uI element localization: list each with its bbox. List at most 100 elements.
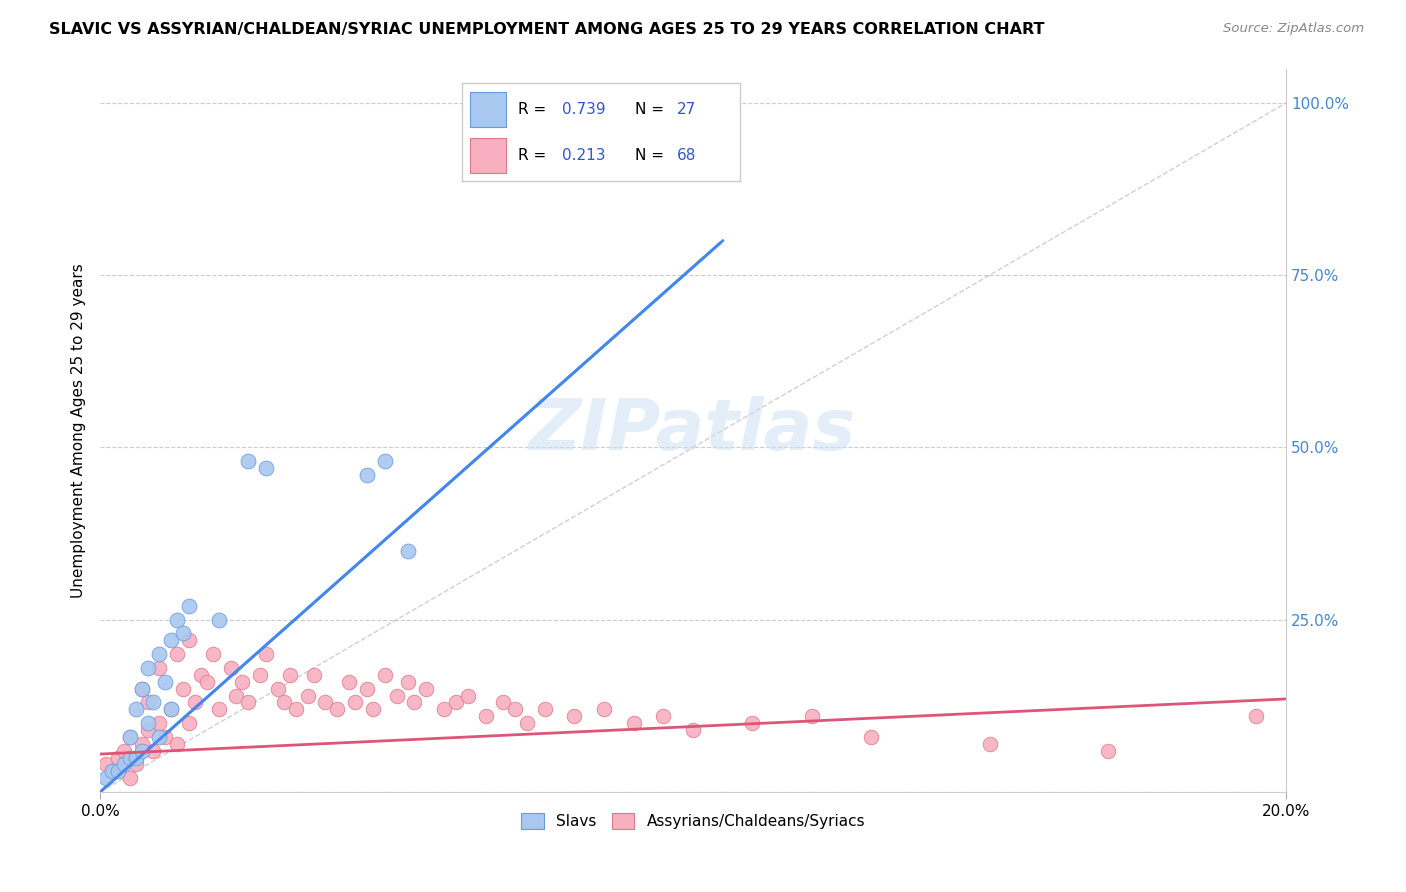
Point	[118, 750, 141, 764]
Point	[219, 661, 242, 675]
Point	[741, 716, 763, 731]
Point	[593, 702, 616, 716]
Point	[160, 702, 183, 716]
Point	[238, 454, 260, 468]
Point	[238, 695, 260, 709]
Point	[503, 702, 526, 716]
Point	[107, 764, 129, 779]
Point	[1246, 709, 1268, 723]
Point	[184, 695, 207, 709]
Point	[131, 681, 153, 696]
Point	[474, 709, 496, 723]
Point	[208, 613, 231, 627]
Point	[492, 695, 515, 709]
Legend: Slavs, Assyrians/Chaldeans/Syriacs: Slavs, Assyrians/Chaldeans/Syriacs	[515, 806, 872, 835]
Point	[254, 647, 277, 661]
Point	[433, 702, 456, 716]
Point	[800, 709, 823, 723]
Point	[136, 716, 159, 731]
Point	[118, 771, 141, 785]
Point	[273, 695, 295, 709]
Point	[444, 695, 467, 709]
Point	[254, 461, 277, 475]
Point	[564, 709, 586, 723]
Point	[131, 737, 153, 751]
Point	[131, 681, 153, 696]
Point	[404, 695, 426, 709]
Point	[344, 695, 367, 709]
Point	[148, 716, 170, 731]
Point	[278, 668, 301, 682]
Point	[457, 689, 479, 703]
Point	[112, 744, 135, 758]
Point	[155, 730, 177, 744]
Text: ZIPatlas: ZIPatlas	[529, 396, 856, 465]
Point	[231, 674, 253, 689]
Point	[112, 757, 135, 772]
Point	[107, 750, 129, 764]
Point	[302, 668, 325, 682]
Point	[195, 674, 218, 689]
Point	[177, 716, 200, 731]
Point	[136, 661, 159, 675]
Text: SLAVIC VS ASSYRIAN/CHALDEAN/SYRIAC UNEMPLOYMENT AMONG AGES 25 TO 29 YEARS CORREL: SLAVIC VS ASSYRIAN/CHALDEAN/SYRIAC UNEMP…	[49, 22, 1045, 37]
Point	[94, 757, 117, 772]
Point	[361, 702, 384, 716]
Point	[160, 633, 183, 648]
Point	[148, 730, 170, 744]
Point	[267, 681, 290, 696]
Point	[166, 737, 188, 751]
Y-axis label: Unemployment Among Ages 25 to 29 years: Unemployment Among Ages 25 to 29 years	[72, 263, 86, 598]
Point	[208, 702, 231, 716]
Point	[172, 626, 194, 640]
Point	[398, 544, 420, 558]
Point	[533, 702, 555, 716]
Point	[125, 750, 148, 764]
Point	[125, 702, 148, 716]
Point	[201, 647, 224, 661]
Point	[516, 716, 538, 731]
Point	[652, 709, 675, 723]
Point	[101, 764, 124, 779]
Point	[101, 764, 124, 779]
Point	[356, 468, 378, 483]
Point	[142, 744, 165, 758]
Point	[314, 695, 336, 709]
Point	[172, 681, 194, 696]
Text: Source: ZipAtlas.com: Source: ZipAtlas.com	[1223, 22, 1364, 36]
Point	[94, 771, 117, 785]
Point	[160, 702, 183, 716]
Point	[284, 702, 307, 716]
Point	[374, 668, 396, 682]
Point	[859, 730, 882, 744]
Point	[356, 681, 378, 696]
Point	[136, 695, 159, 709]
Point	[297, 689, 319, 703]
Point	[190, 668, 212, 682]
Point	[148, 647, 170, 661]
Point	[385, 689, 408, 703]
Point	[374, 454, 396, 468]
Point	[131, 744, 153, 758]
Point	[125, 757, 148, 772]
Point	[166, 647, 188, 661]
Point	[148, 661, 170, 675]
Point	[155, 674, 177, 689]
Point	[337, 674, 360, 689]
Point	[1097, 744, 1119, 758]
Point	[166, 613, 188, 627]
Point	[979, 737, 1001, 751]
Point	[118, 730, 141, 744]
Point	[623, 716, 645, 731]
Point	[142, 695, 165, 709]
Point	[177, 633, 200, 648]
Point	[136, 723, 159, 737]
Point	[249, 668, 271, 682]
Point	[398, 674, 420, 689]
Point	[682, 723, 704, 737]
Point	[118, 730, 141, 744]
Point	[415, 681, 437, 696]
Point	[225, 689, 247, 703]
Point	[326, 702, 349, 716]
Point	[177, 599, 200, 613]
